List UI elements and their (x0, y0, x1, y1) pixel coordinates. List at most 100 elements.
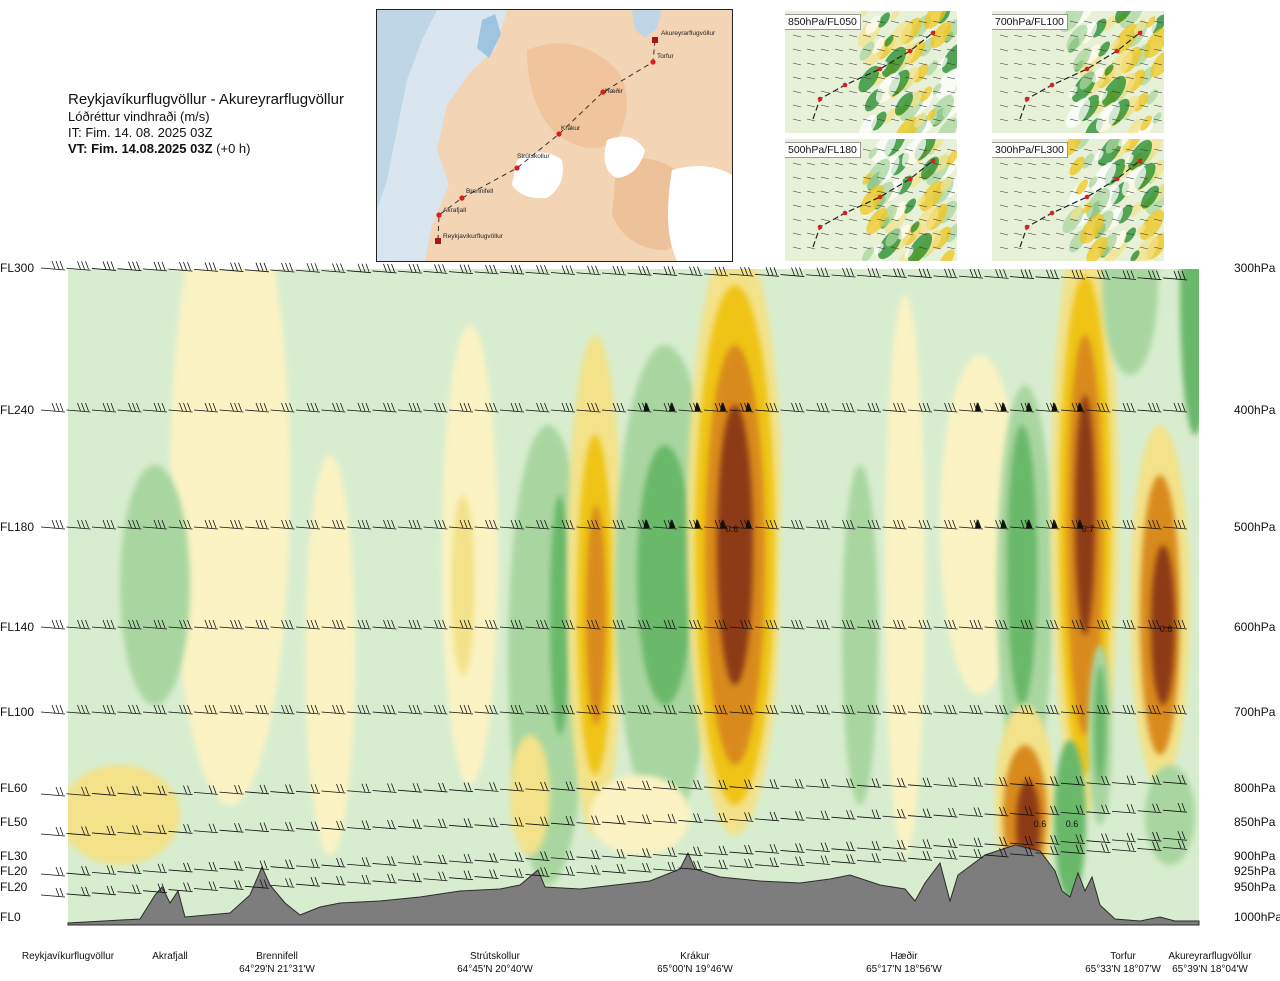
wind-barb (525, 519, 550, 530)
wind-barb (933, 849, 958, 860)
wind-barb (856, 619, 882, 630)
mini-contour (1143, 27, 1164, 59)
wind-barb (984, 619, 1009, 630)
contour-region (451, 495, 475, 675)
mini-barb (834, 218, 844, 222)
wind-barb (168, 824, 193, 834)
mini-barb (1027, 246, 1037, 250)
mini-barb (862, 104, 872, 108)
mini-barb (932, 218, 942, 222)
wind-barb (499, 264, 525, 275)
wind-barb (652, 519, 678, 530)
mini-barb (1153, 104, 1163, 108)
mini-barb (1139, 204, 1149, 208)
mini-barb (1083, 118, 1093, 122)
mini-barb (792, 48, 802, 52)
mini-barb (1097, 232, 1107, 236)
mini-contour (860, 11, 870, 17)
wind-barb (525, 619, 550, 630)
mini-barb (890, 76, 900, 80)
wind-barb (168, 882, 193, 892)
wind-barb (576, 781, 601, 791)
mini-barb (1041, 190, 1051, 194)
waypoint-markers (435, 37, 658, 244)
mini-barb (1139, 218, 1149, 222)
mini-barb (806, 204, 816, 208)
mini-barb (1139, 190, 1149, 194)
wind-barb (346, 783, 372, 794)
mini-contour (913, 206, 939, 238)
mini-barb (1153, 90, 1163, 94)
wind-barb (550, 519, 576, 530)
mini-waypoint (1084, 66, 1090, 72)
mini-barb (932, 148, 942, 152)
mini-contour (1152, 112, 1162, 124)
fl-label: FL30 (0, 849, 28, 863)
wind-barb (1086, 804, 1111, 815)
wind-barb (1035, 269, 1060, 280)
mini-barb (834, 204, 844, 208)
mini-contour (877, 12, 891, 28)
mini-barb (999, 232, 1009, 236)
terrain-profile (67, 844, 1200, 926)
mini-barb (1111, 90, 1121, 94)
mini-barb (1083, 76, 1093, 80)
mini-barb (834, 34, 844, 38)
wind-barb (91, 786, 117, 796)
mini-contour (941, 42, 957, 74)
mini-barb (1153, 62, 1163, 66)
wind-barb (91, 261, 117, 271)
wind-barb (321, 820, 346, 831)
wind-barb (1111, 704, 1137, 715)
wind-barb (321, 263, 346, 273)
wind-barb (652, 861, 678, 872)
wind-barb (142, 619, 168, 630)
mini-barb (904, 148, 914, 152)
mini-contour (1085, 44, 1101, 64)
wind-barb (933, 838, 958, 848)
mini-barb (1139, 246, 1149, 250)
wind-barb (1035, 704, 1060, 715)
mini-waypoint (842, 210, 848, 216)
mini-map-svg (999, 11, 1164, 133)
wind-barb (448, 782, 474, 793)
mini-barb (1013, 176, 1023, 180)
mini-contour (1124, 154, 1134, 166)
wind-barb (66, 866, 91, 876)
wind-barb (244, 704, 270, 715)
mini-barb (834, 48, 844, 52)
wind-barb (576, 402, 601, 413)
wind-barb (601, 402, 627, 413)
wind-barb (244, 879, 270, 889)
mini-barb (1125, 76, 1135, 80)
fl-label: FL60 (0, 781, 28, 795)
mini-contour (1139, 115, 1153, 131)
contour-region (170, 269, 290, 805)
wind-barb (270, 619, 295, 630)
wind-barb (907, 851, 933, 861)
wind-barb (652, 780, 678, 790)
wind-barb (576, 865, 601, 875)
wind-barb (627, 402, 652, 413)
wind-barb (1137, 402, 1162, 413)
wind-barb (346, 402, 372, 413)
wind-barb (576, 815, 601, 826)
wind-barb (703, 704, 729, 715)
mini-barb (1111, 104, 1121, 108)
mini-barb (1153, 218, 1163, 222)
mini-contour (891, 201, 907, 221)
mini-contour (874, 243, 884, 255)
hpa-label: 925hPa (1234, 864, 1276, 878)
mini-contour (904, 247, 914, 259)
wind-barb (1009, 835, 1035, 846)
mini-barb (946, 76, 956, 80)
mini-barb (792, 176, 802, 180)
mini-contour (859, 184, 885, 216)
mini-barb (890, 176, 900, 180)
mini-contour (885, 227, 901, 247)
wind-barb (882, 852, 907, 862)
mini-contour (887, 20, 913, 52)
mini-barb (1125, 190, 1135, 194)
wind-barb (856, 778, 882, 788)
fl-label: FL180 (0, 520, 35, 534)
